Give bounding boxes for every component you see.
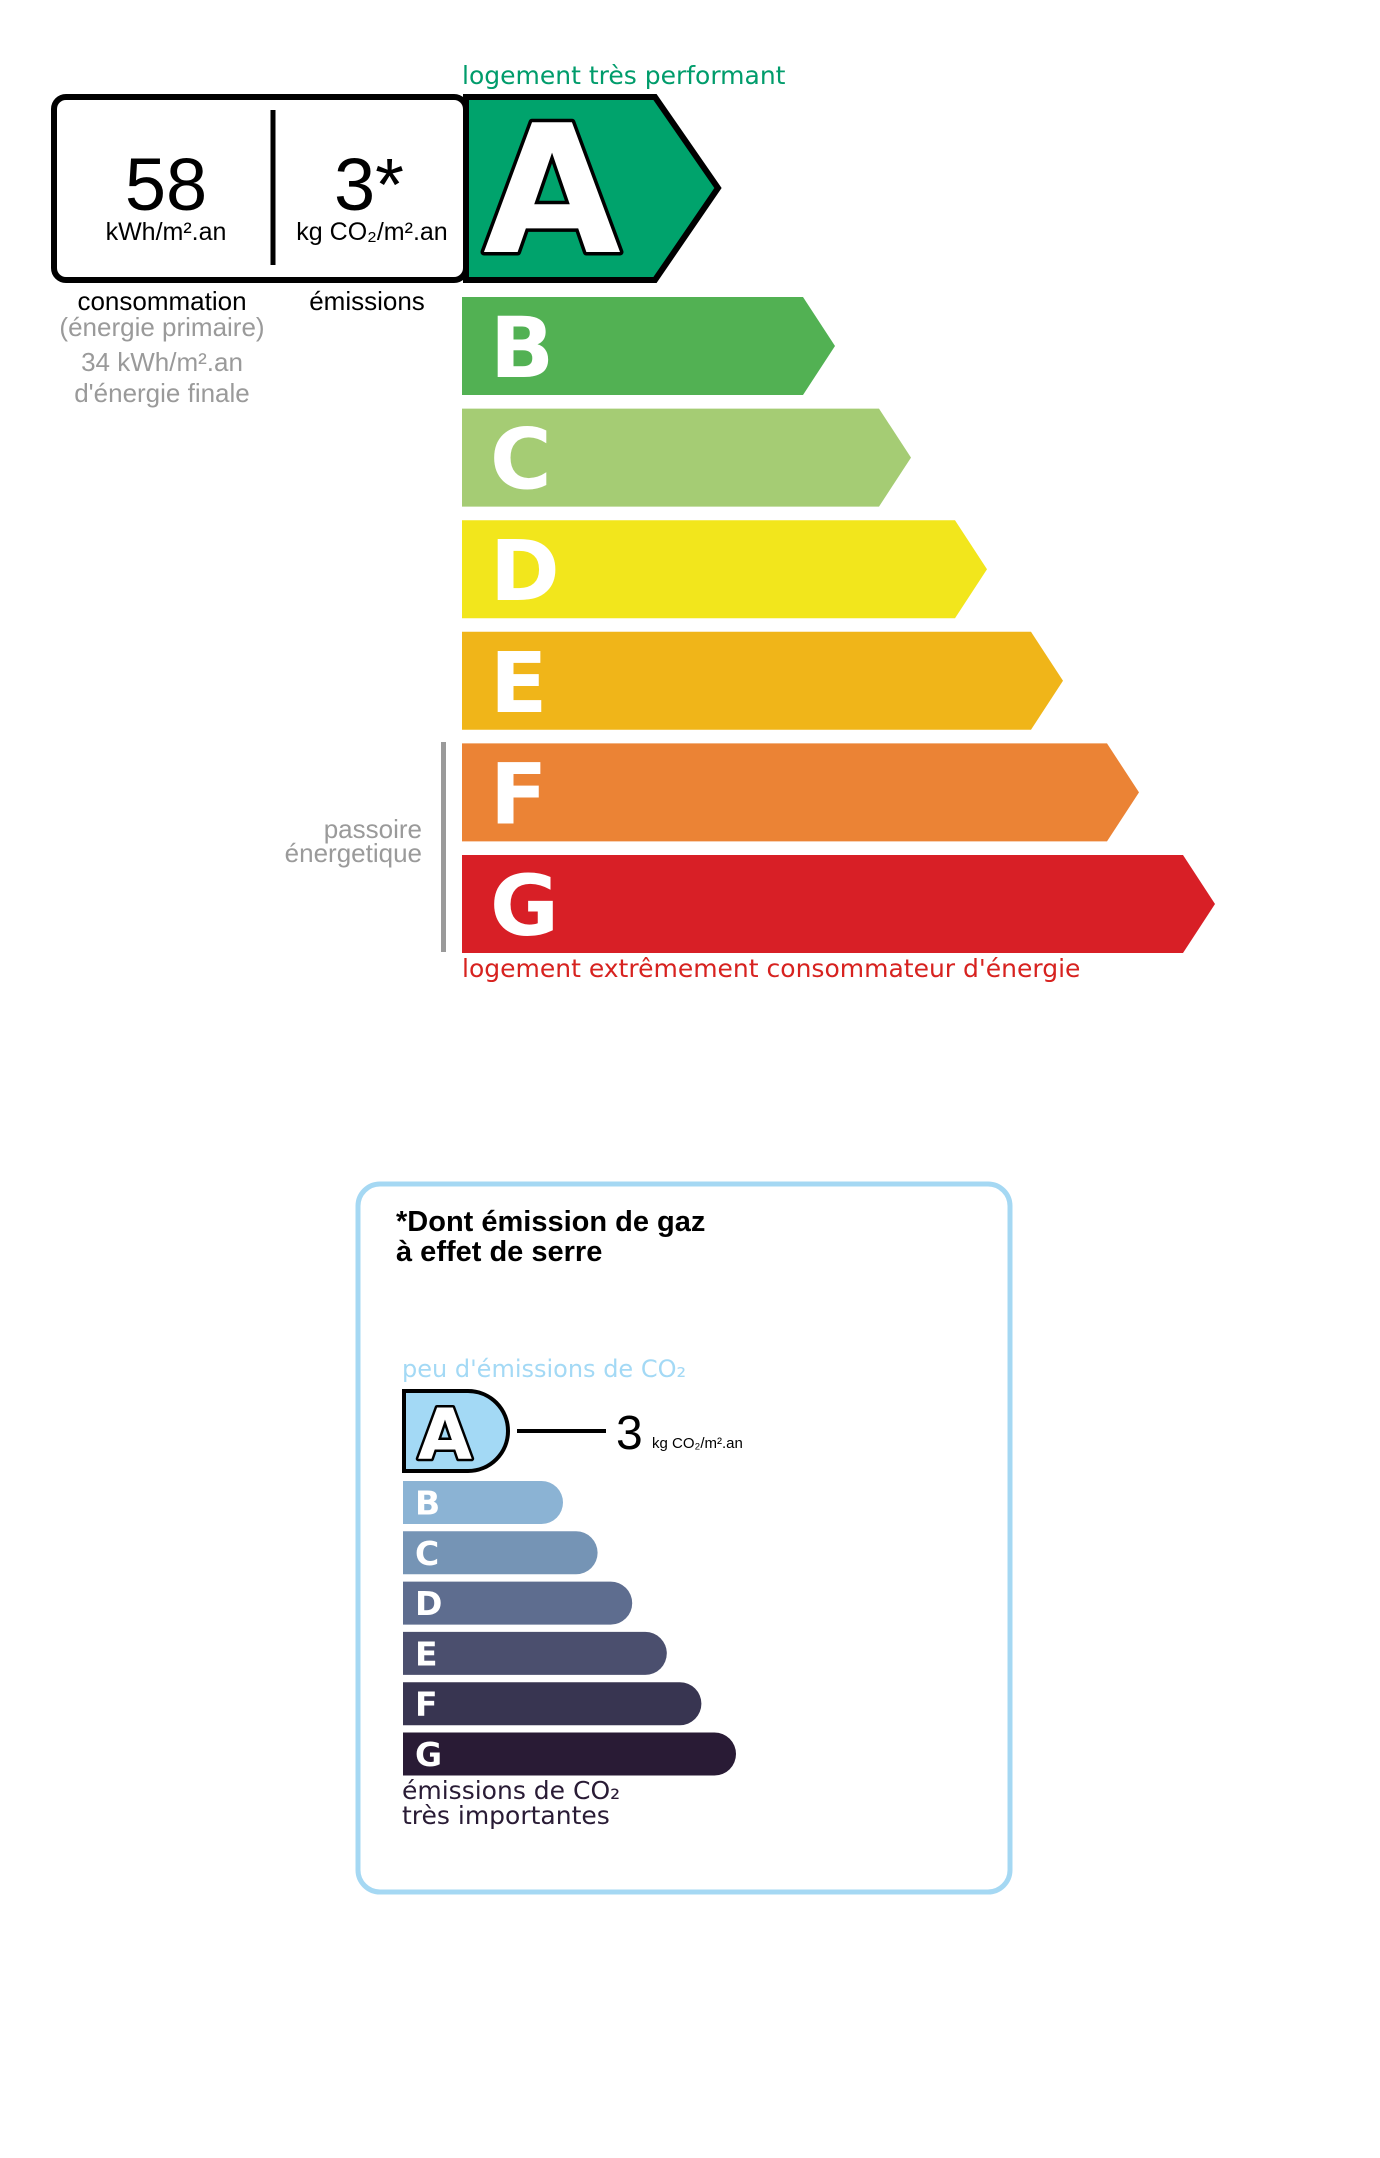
ges-class-letter: D xyxy=(415,1584,442,1623)
ges-class-letter: E xyxy=(415,1634,438,1673)
consumption-unit: kWh/m².an xyxy=(106,218,227,246)
ges-class-bar-c xyxy=(403,1531,598,1575)
dpe-class-bar-d xyxy=(462,520,987,619)
ges-value: 3 xyxy=(616,1407,643,1460)
ges-bottom-label-line2: très importantes xyxy=(402,1801,610,1830)
ges-current-class-letter: A xyxy=(418,1394,472,1476)
final-energy-value: 34 kWh/m².an xyxy=(81,347,243,377)
ges-class-letter: G xyxy=(415,1735,442,1774)
ges-class-letter: B xyxy=(415,1484,440,1523)
dpe-class-bar-f xyxy=(462,743,1139,842)
passoire-label-line1: passoire xyxy=(324,814,422,844)
final-energy-caption: d'énergie finale xyxy=(74,378,250,408)
ges-class-bar-f xyxy=(403,1682,702,1726)
ges-current-class-badge xyxy=(402,1389,510,1473)
dpe-class-letter: F xyxy=(490,745,547,843)
emission-unit: kg CO₂/m².an xyxy=(296,218,447,246)
dpe-top-label: logement très performant xyxy=(462,61,786,90)
primary-caption: (énergie primaire) xyxy=(59,312,264,342)
ges-class-bar-b xyxy=(403,1481,563,1524)
ges-class-bar-e xyxy=(403,1631,667,1675)
ges-class-letter: C xyxy=(415,1534,439,1573)
dpe-class-bar-e xyxy=(462,631,1063,730)
ges-title-line2: à effet de serre xyxy=(396,1236,602,1268)
dpe-class-bar-g xyxy=(462,855,1215,953)
ges-class-bar-g xyxy=(403,1732,736,1776)
dpe-class-letter: E xyxy=(490,634,547,732)
dpe-values-box xyxy=(51,94,469,283)
dpe-bottom-label: logement extrêmement consommateur d'éner… xyxy=(462,954,1080,983)
dpe-current-class-letter: A xyxy=(483,87,621,294)
passoire-bracket xyxy=(441,742,446,952)
ges-unit: kg CO₂/m².an xyxy=(652,1435,743,1452)
emission-value: 3* xyxy=(334,143,404,226)
consumption-caption: consommation xyxy=(77,286,246,316)
dpe-class-letter: C xyxy=(490,411,552,509)
ges-class-bar-d xyxy=(403,1581,633,1625)
dpe-class-letter: D xyxy=(490,522,560,620)
ges-top-label: peu d'émissions de CO₂ xyxy=(402,1355,686,1383)
dpe-class-letter: B xyxy=(490,299,554,397)
emission-caption: émissions xyxy=(309,286,425,316)
passoire-label-line2: énergetique xyxy=(285,838,422,868)
dpe-class-letter: G xyxy=(490,857,559,955)
ges-class-letter: F xyxy=(415,1685,438,1724)
ges-bottom-label-line1: émissions de CO₂ xyxy=(402,1776,620,1805)
consumption-value: 58 xyxy=(125,143,207,226)
dpe-class-bar-b xyxy=(462,297,835,395)
dpe-class-bar-c xyxy=(462,408,911,507)
ges-title-line1: *Dont émission de gaz xyxy=(396,1206,705,1238)
